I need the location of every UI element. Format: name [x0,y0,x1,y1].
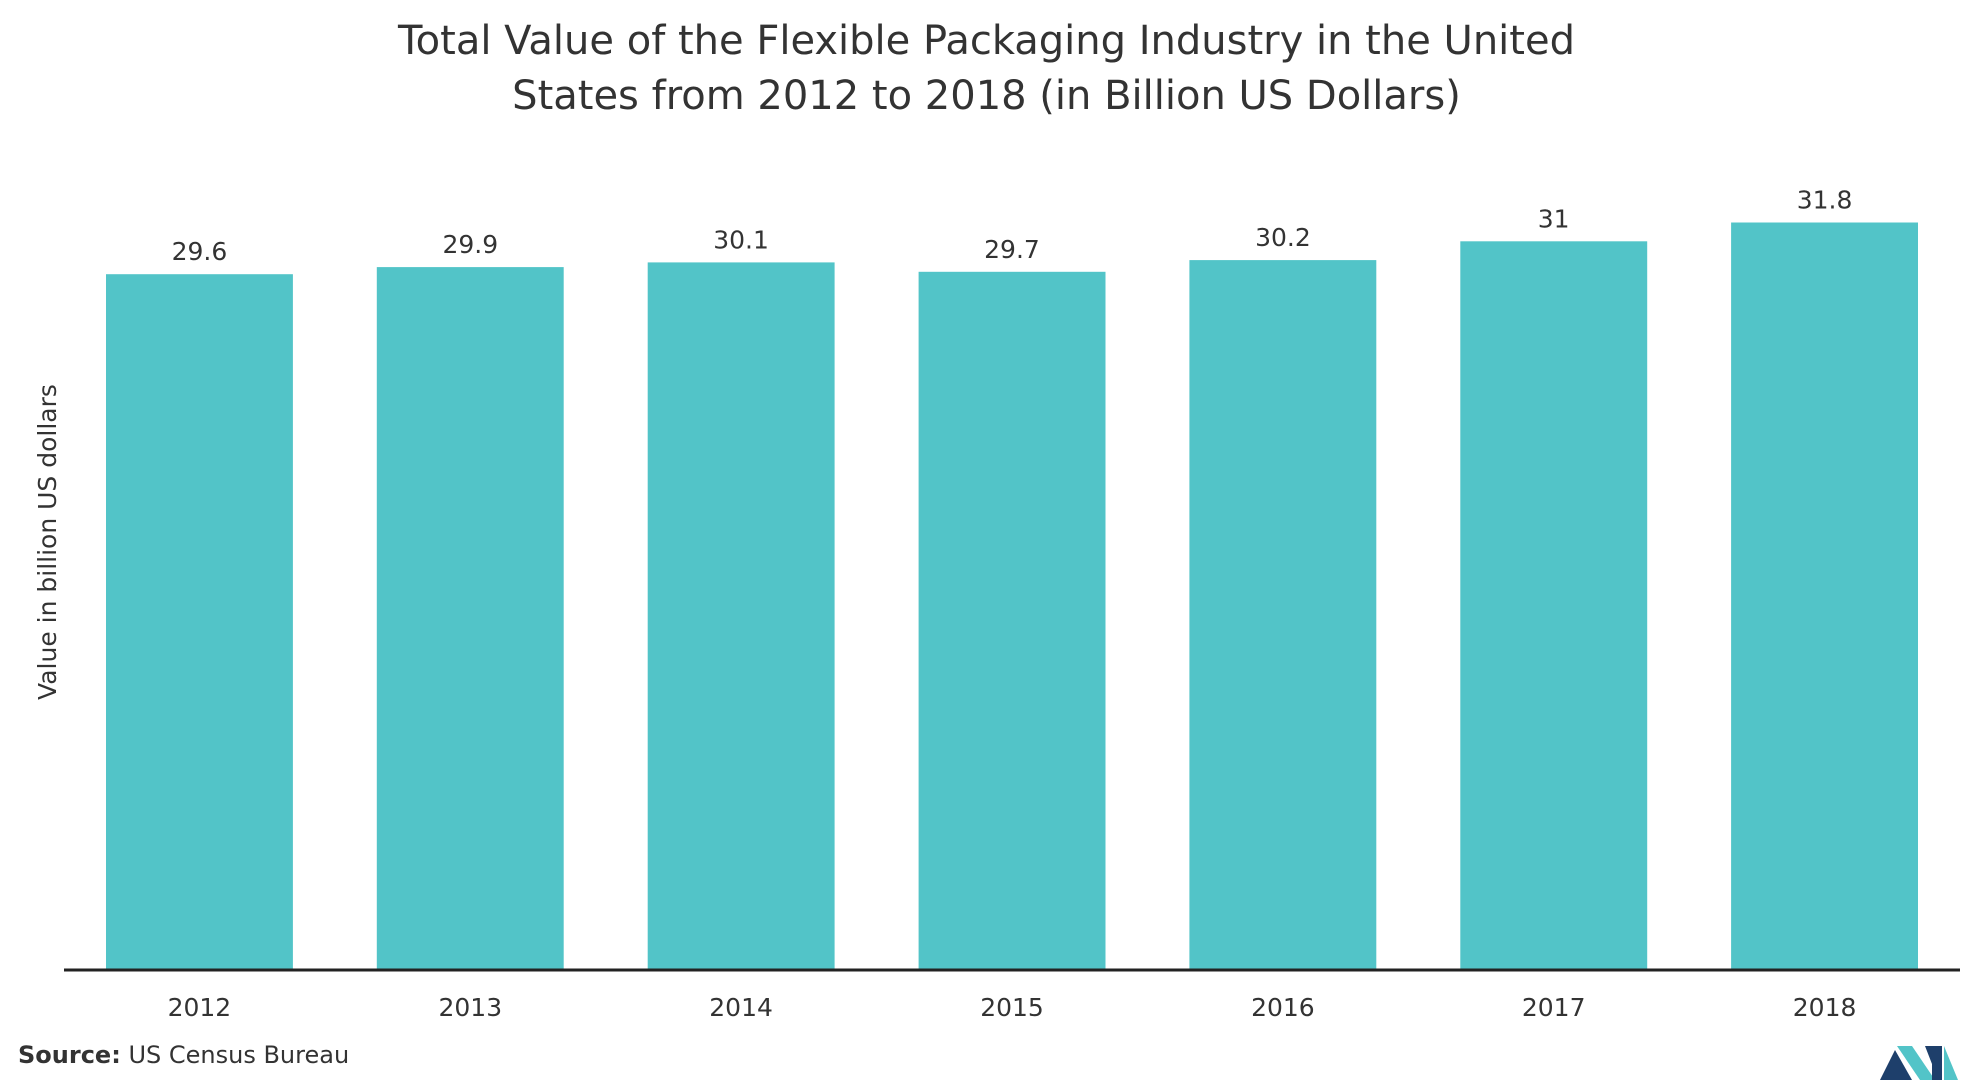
bar-2012 [106,274,293,970]
value-label-2015: 29.7 [984,235,1040,264]
x-tick-label-2016: 2016 [1251,993,1315,1022]
value-label-2013: 29.9 [442,230,498,259]
bar-2018 [1731,222,1918,970]
bar-2015 [918,271,1106,970]
chart-title-line-2: States from 2012 to 2018 (in Billion US … [512,73,1461,119]
value-label-2017: 31 [1538,204,1570,233]
chart-title: Total Value of the Flexible Packaging In… [0,14,1973,124]
logo-left-dark-shape [1880,1050,1912,1080]
bar-2017 [1460,241,1648,971]
y-axis-label-group: Value in billion US dollars [33,384,62,700]
value-label-2018: 31.8 [1797,186,1853,215]
source-label: Source: [18,1041,121,1069]
mordor-intelligence-logo-icon [1880,1046,1958,1080]
value-label-2014: 30.1 [713,225,769,254]
x-tick-label-2017: 2017 [1522,993,1586,1022]
x-tick-label-2015: 2015 [980,993,1044,1022]
bars-group [106,222,1918,971]
value-label-2016: 30.2 [1255,223,1311,252]
x-tick-label-2012: 2012 [168,993,232,1022]
y-axis-label: Value in billion US dollars [33,384,62,700]
source-note: Source: US Census Bureau [18,1041,349,1069]
chart-title-line-1: Total Value of the Flexible Packaging In… [398,18,1575,64]
logo-middle-teal-shape [1897,1046,1935,1080]
value-label-2012: 29.6 [172,237,228,266]
logo-far-right-teal-shape [1944,1046,1958,1080]
source-text: US Census Bureau [128,1041,350,1069]
x-tick-labels-group: 2012 2013 2014 2015 2016 2017 2018 [168,993,1857,1022]
x-tick-label-2018: 2018 [1793,993,1857,1022]
x-tick-label-2013: 2013 [438,993,502,1022]
bar-2013 [376,267,564,971]
x-tick-label-2014: 2014 [709,993,773,1022]
bar-2014 [647,262,835,970]
logo-right-dark-shape [1925,1046,1942,1080]
bar-2016 [1189,260,1377,971]
value-labels-group: 29.6 29.9 30.1 29.7 30.2 31 31.8 [172,186,1853,267]
